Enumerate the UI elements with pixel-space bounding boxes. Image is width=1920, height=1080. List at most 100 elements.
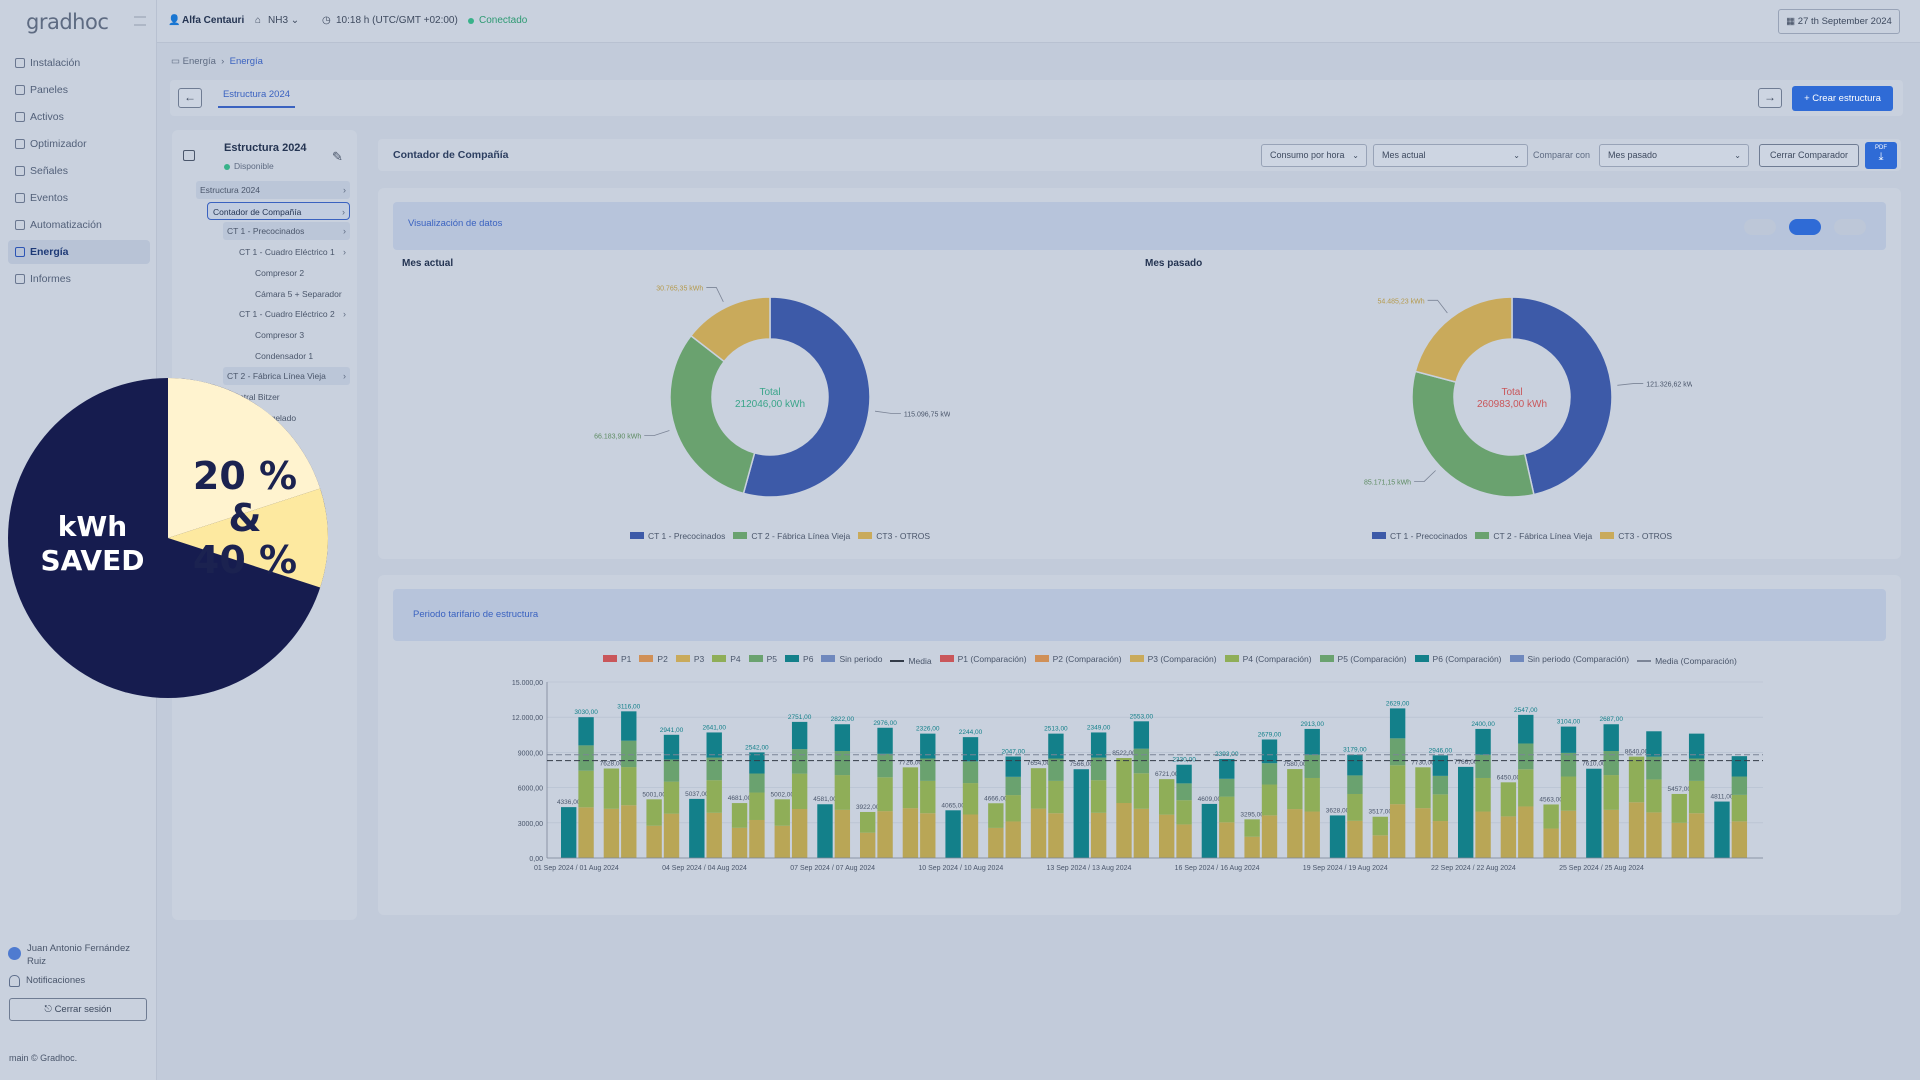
legend-item[interactable]: CT 1 - Precocinados — [630, 531, 725, 541]
tariff-legend-item[interactable]: P5 — [748, 654, 777, 664]
bar-current-segment[interactable] — [902, 767, 919, 809]
bar-segment[interactable] — [1432, 821, 1449, 858]
bar-segment[interactable] — [1688, 733, 1705, 759]
date-picker-button[interactable]: ▦ 27 th September 2024 — [1778, 9, 1900, 34]
bar-current-segment[interactable] — [731, 803, 748, 828]
bar-segment[interactable] — [1304, 777, 1320, 812]
tree-item[interactable]: Congelado — [255, 409, 350, 427]
tariff-legend-item[interactable]: P6 (Comparación) — [1414, 654, 1502, 664]
tree-item[interactable]: CT 1 - Precocinados › — [223, 222, 350, 241]
bar-segment[interactable] — [663, 781, 680, 814]
bar-segment[interactable] — [877, 777, 893, 812]
user-name[interactable]: Juan Antonio Fernández Ruiz — [27, 943, 130, 967]
bar-segment[interactable] — [1646, 779, 1662, 813]
bar-current-segment[interactable] — [774, 825, 790, 858]
bar-segment[interactable] — [834, 750, 851, 776]
tariff-legend-item[interactable]: Media — [890, 656, 932, 666]
tariff-legend-item[interactable]: Media (Comparación) — [1637, 656, 1737, 666]
bar-current-segment[interactable] — [1543, 828, 1559, 858]
bar-segment[interactable] — [1731, 794, 1748, 822]
bar-segment[interactable] — [1646, 756, 1662, 780]
donut-view-icon[interactable] — [1789, 219, 1821, 235]
bar-segment[interactable] — [1005, 756, 1021, 777]
bar-segment[interactable] — [578, 717, 594, 746]
legend-item[interactable]: CT3 - OTROS — [1600, 531, 1672, 541]
edit-pencil-icon[interactable]: ✎ — [332, 149, 343, 164]
donut-slice[interactable] — [742, 296, 871, 498]
sidebar-item-activos[interactable]: Activos — [8, 105, 150, 129]
bar-current-segment[interactable] — [1159, 814, 1175, 858]
bar-segment[interactable] — [962, 761, 979, 784]
bar-segment[interactable] — [791, 809, 808, 858]
bar-current-segment[interactable] — [1287, 809, 1303, 858]
compare-select[interactable]: Mes pasado ⌄ — [1599, 144, 1749, 167]
bar-segment[interactable] — [1347, 775, 1363, 794]
bar-segment[interactable] — [877, 753, 893, 778]
bar-segment[interactable] — [578, 745, 594, 771]
bar-current-segment[interactable] — [1030, 808, 1047, 858]
bar-segment[interactable] — [1560, 776, 1577, 811]
create-structure-button[interactable]: + Crear estructura — [1792, 86, 1893, 111]
bar-current-segment[interactable] — [1415, 808, 1431, 858]
bar-segment[interactable] — [1347, 754, 1363, 776]
legend-item[interactable]: CT3 - OTROS — [858, 531, 930, 541]
bar-segment[interactable] — [1646, 812, 1662, 858]
bar-segment[interactable] — [1176, 764, 1192, 784]
bar-segment[interactable] — [1475, 728, 1491, 755]
notifications-link[interactable]: Notificaciones — [26, 975, 86, 986]
bar-current-segment[interactable] — [1671, 793, 1687, 823]
bar-current-segment[interactable] — [603, 808, 620, 858]
bar-segment[interactable] — [1731, 756, 1748, 777]
bar-current-segment[interactable] — [860, 811, 876, 833]
donut-slice[interactable] — [689, 296, 771, 363]
bar-segment[interactable] — [1048, 758, 1064, 781]
bar-segment[interactable] — [1133, 808, 1150, 858]
breadcrumb-current[interactable]: Energía — [229, 56, 263, 67]
donut-slice[interactable] — [1511, 296, 1613, 496]
collapse-sidebar-icon[interactable] — [134, 16, 146, 26]
tariff-legend-item[interactable]: Sin periodo (Comparación) — [1509, 654, 1629, 664]
bar-segment[interactable] — [1048, 780, 1064, 814]
bar-current-segment[interactable] — [1372, 835, 1388, 858]
bar-current-segment[interactable] — [1500, 782, 1517, 817]
bar-segment[interactable] — [1646, 731, 1662, 757]
bar-segment[interactable] — [621, 740, 637, 768]
sidebar-item-paneles[interactable]: Paneles — [8, 78, 150, 102]
bar-segment[interactable] — [1219, 796, 1235, 823]
donut-slice[interactable] — [1411, 370, 1535, 498]
bar-current-segment[interactable] — [988, 827, 1004, 858]
bar-segment[interactable] — [920, 733, 936, 759]
bar-segment[interactable] — [1005, 821, 1021, 858]
bar-segment[interactable] — [1475, 811, 1491, 858]
bar-segment[interactable] — [1389, 708, 1406, 739]
bar-segment[interactable] — [1389, 804, 1406, 858]
bar-segment[interactable] — [1219, 778, 1235, 797]
bar-segment[interactable] — [1261, 739, 1278, 764]
bar-segment[interactable] — [1603, 750, 1619, 776]
bar-segment[interactable] — [1560, 752, 1577, 777]
tariff-legend-item[interactable]: P1 — [603, 654, 631, 664]
sidebar-item-automatizacion[interactable]: Automatización — [8, 213, 150, 237]
bar-segment[interactable] — [1261, 815, 1278, 858]
bar-segment[interactable] — [1347, 820, 1363, 858]
bar-current-segment[interactable] — [603, 768, 620, 809]
bar-current[interactable] — [1586, 768, 1602, 858]
bar-segment[interactable] — [663, 813, 680, 858]
bar-current-segment[interactable] — [902, 808, 919, 858]
bar-segment[interactable] — [1219, 822, 1235, 858]
bar-current-segment[interactable] — [1244, 836, 1260, 858]
bar-segment[interactable] — [1005, 776, 1021, 796]
bar-segment[interactable] — [1688, 758, 1705, 781]
bar-segment[interactable] — [1261, 784, 1278, 816]
bar-segment[interactable] — [749, 752, 765, 774]
donut-slice[interactable] — [1414, 296, 1513, 384]
bar-current-segment[interactable] — [1628, 802, 1645, 858]
table-view-icon[interactable] — [1744, 219, 1776, 235]
bar-segment[interactable] — [1176, 783, 1192, 801]
bar-segment[interactable] — [1133, 721, 1150, 749]
bar-segment[interactable] — [706, 812, 722, 858]
sidebar-item-optimizador[interactable]: Optimizador — [8, 132, 150, 156]
bar-current[interactable] — [1073, 769, 1089, 858]
tree-item[interactable]: Compresor 3 — [255, 326, 350, 344]
bar-current[interactable] — [689, 798, 705, 858]
